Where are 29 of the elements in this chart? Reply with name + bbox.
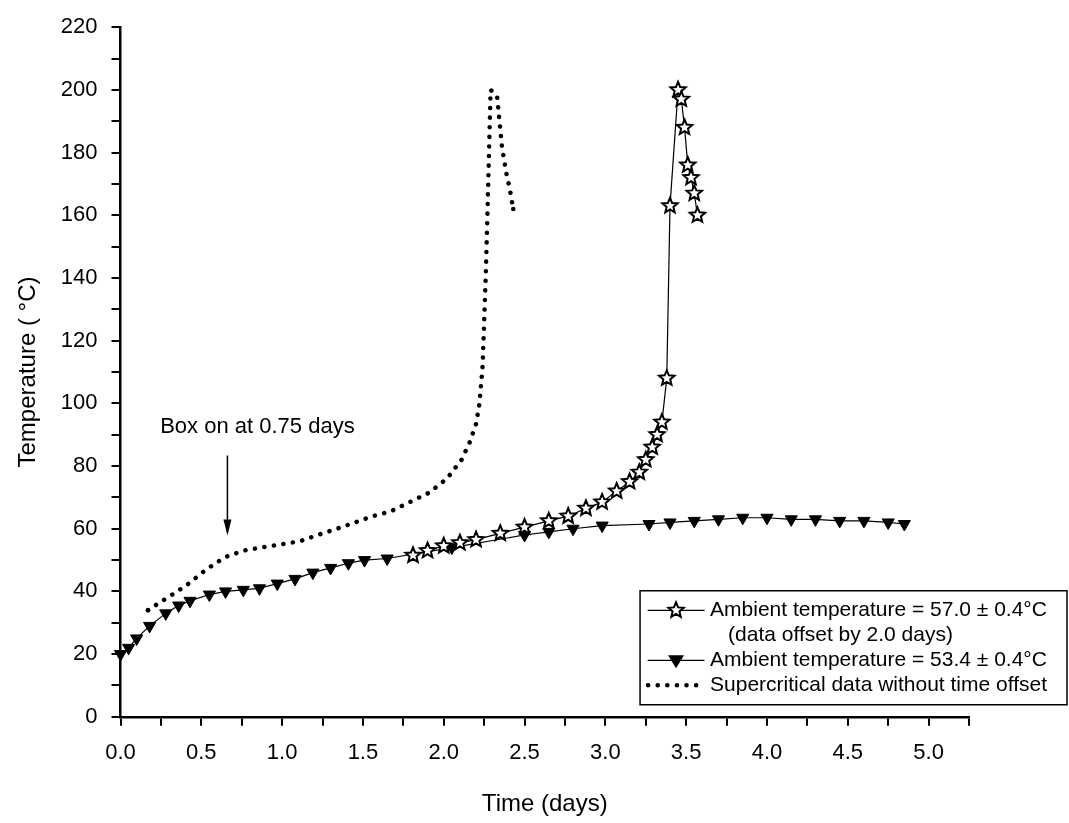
y-tick-label: 60: [73, 514, 98, 540]
y-tick-label: 0: [85, 702, 98, 728]
y-axis-title: Temperature ( °C): [13, 276, 41, 468]
x-tick-label: 1.0: [266, 739, 298, 765]
x-tick-label: 0.0: [105, 739, 136, 765]
y-tick-label: 220: [60, 13, 98, 39]
x-tick-label: 3.0: [590, 739, 621, 765]
x-tick-label: 4.5: [832, 739, 864, 765]
y-tick-label: 120: [60, 326, 98, 352]
y-tick-label: 200: [60, 75, 98, 101]
y-tick-label: 80: [73, 452, 98, 478]
x-tick-label: 1.5: [347, 739, 379, 765]
x-tick-label: 2.0: [428, 739, 460, 765]
legend-label: Ambient temperature = 53.4 ± 0.4°C: [710, 647, 1047, 671]
x-tick-label: 4.0: [751, 739, 783, 765]
y-tick-label: 180: [60, 138, 98, 164]
x-tick-label: 3.5: [670, 739, 702, 765]
x-tick-label: 2.5: [509, 739, 540, 765]
legend-label: Ambient temperature = 57.0 ± 0.4°C (data offset by 2.0 days): [710, 597, 1047, 646]
y-tick-label: 40: [73, 577, 98, 603]
legend-label: Supercritical data without time offset: [710, 672, 1048, 696]
x-tick-label: 0.5: [186, 739, 217, 765]
y-tick-label: 100: [60, 389, 98, 415]
annotation: Box on at 0.75 days: [160, 412, 355, 438]
x-axis-title: Time (days): [481, 789, 608, 817]
x-tick-label: 5.0: [913, 739, 944, 765]
y-tick-label: 140: [60, 264, 98, 290]
y-tick-label: 160: [60, 201, 98, 227]
y-tick-label: 20: [73, 640, 98, 666]
